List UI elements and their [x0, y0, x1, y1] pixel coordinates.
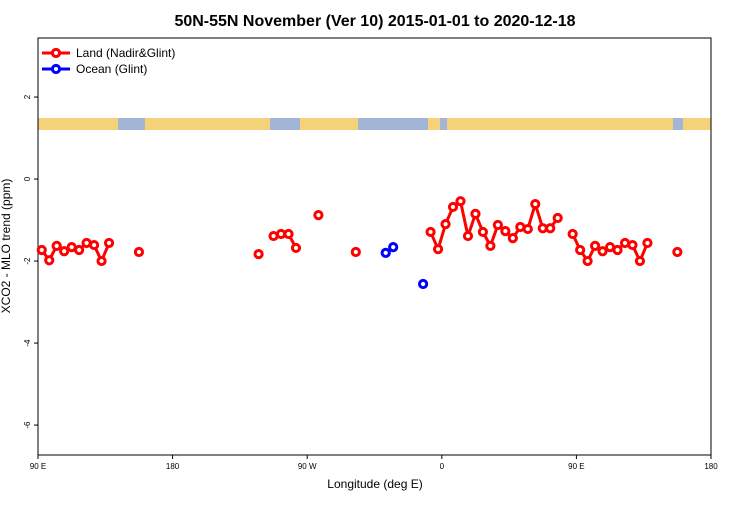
data-point: [500, 226, 511, 237]
data-point: [290, 242, 302, 254]
y-tick-label: -6: [23, 421, 32, 429]
data-point: [672, 246, 683, 258]
x-tick-label: 90 W: [298, 462, 317, 471]
data-point: [44, 255, 55, 266]
data-point: [642, 237, 653, 249]
data-point: [507, 232, 518, 244]
y-axis-label: XCO2 - MLO trend (ppm): [0, 179, 13, 314]
data-point: [440, 219, 451, 230]
data-point: [103, 237, 115, 249]
data-point: [74, 244, 85, 256]
x-tick-label: 180: [166, 462, 180, 471]
data-point: [575, 244, 586, 256]
y-tick-label: 0: [23, 176, 32, 181]
land-strip: [447, 118, 673, 130]
data-point: [552, 212, 563, 224]
legend-marker: [50, 63, 62, 75]
data-point: [253, 248, 264, 260]
x-tick-label: 90 E: [30, 462, 46, 471]
data-point: [425, 226, 436, 238]
y-tick-label: 2: [23, 94, 32, 99]
data-point: [567, 228, 578, 240]
land-strip: [683, 118, 711, 130]
data-point: [545, 223, 556, 234]
data-point: [589, 240, 601, 251]
data-point: [432, 244, 444, 255]
data-point: [380, 247, 391, 258]
legend-marker: [50, 47, 62, 59]
data-point: [477, 226, 489, 238]
data-point: [455, 196, 466, 207]
map-strip: [38, 118, 711, 130]
y-tick-label: -4: [23, 339, 32, 347]
data-point: [470, 208, 481, 220]
data-point: [88, 239, 100, 251]
land-strip: [428, 118, 440, 130]
data-point: [313, 210, 324, 221]
data-point: [634, 255, 646, 267]
data-point: [627, 239, 638, 251]
data-point: [418, 278, 429, 290]
land-strip: [145, 118, 270, 130]
x-tick-label: 0: [440, 462, 445, 471]
data-point: [283, 228, 294, 240]
data-point: [612, 244, 623, 256]
land-strip: [38, 118, 118, 130]
x-tick-label: 90 E: [568, 462, 584, 471]
data-point: [51, 240, 62, 251]
data-point: [462, 230, 474, 242]
data-point: [530, 198, 541, 210]
data-point: [133, 246, 145, 258]
x-tick-label: 180: [704, 462, 718, 471]
legend-label: Ocean (Glint): [76, 62, 147, 76]
data-point: [597, 246, 608, 257]
data-point: [388, 242, 399, 253]
data-point: [59, 246, 70, 257]
y-tick-label: -2: [23, 257, 32, 265]
land-strip: [300, 118, 358, 130]
x-axis-label: Longitude (deg E): [327, 477, 422, 491]
data-point: [36, 244, 47, 256]
data-point: [492, 219, 503, 231]
data-point: [96, 255, 107, 267]
data-point: [447, 201, 459, 213]
data-point: [350, 246, 361, 258]
plot-frame: [37, 37, 712, 456]
data-point: [582, 255, 593, 267]
data-point: [485, 240, 496, 251]
legend-label: Land (Nadir&Glint): [76, 46, 175, 60]
data-point: [522, 223, 533, 235]
chart-title: 50N-55N November (Ver 10) 2015-01-01 to …: [174, 13, 575, 30]
